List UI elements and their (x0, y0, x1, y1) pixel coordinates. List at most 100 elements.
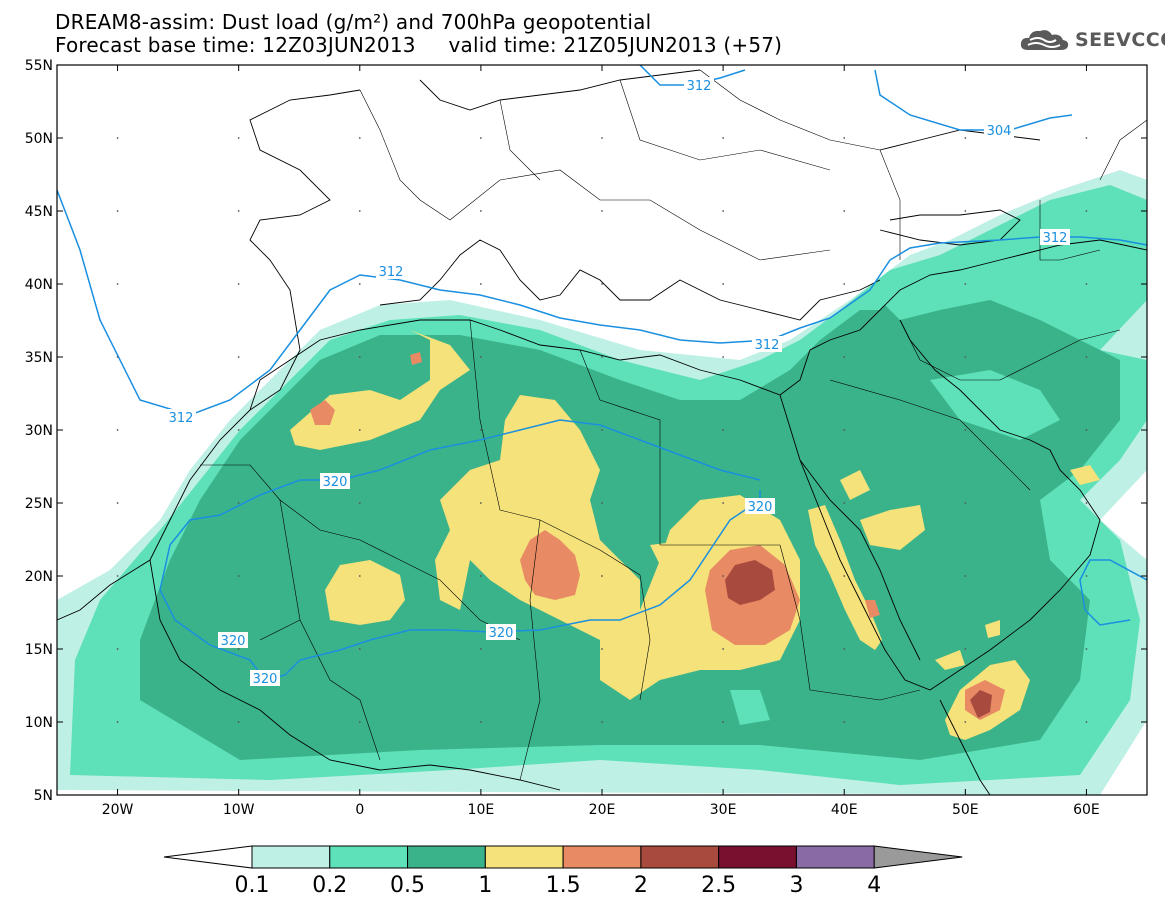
grid-dot (843, 429, 846, 431)
contour-labels: 312 304 312 312 312 312 320 320 320 320 … (166, 77, 1070, 687)
dust-contour-1-5 (520, 530, 580, 600)
latitude-label: 40N (25, 277, 53, 293)
coastlines (57, 69, 1147, 795)
map-subtitle: Forecast base time: 12Z03JUN2013 valid t… (55, 33, 783, 57)
grid-dot (358, 429, 361, 431)
logo-text: SEEVCCC (1075, 29, 1165, 51)
grid-dot (358, 356, 361, 358)
latitude-label: 10N (25, 715, 53, 731)
grid-dot (358, 137, 361, 139)
colorbar-label: 2 (634, 873, 648, 898)
grid-dot (1085, 575, 1088, 577)
colorbar-label: 1 (478, 873, 492, 898)
grid-dot (601, 648, 603, 650)
latitude-label: 55N (25, 58, 53, 74)
grid-dot (237, 429, 240, 431)
contour-label: 320 (253, 672, 278, 687)
seevccc-logo: SEEVCCC (1018, 26, 1165, 54)
grid-dot (843, 210, 846, 212)
colorbar-right-arrow (873, 845, 963, 869)
grid-dot (479, 356, 482, 358)
cloud-logo-icon (1020, 30, 1069, 50)
grid-dot (1085, 721, 1088, 723)
latitude-label: 25N (25, 496, 53, 512)
contour-label: 320 (221, 634, 246, 649)
grid-dot (358, 210, 361, 212)
colorbar-swatch (329, 845, 409, 869)
grid-dot (964, 356, 967, 358)
grid-dot (722, 575, 725, 577)
grid-dot (479, 429, 482, 431)
grid-dot (237, 721, 240, 723)
colorbar-left-arrow (163, 845, 253, 869)
grid-dot (843, 283, 846, 285)
grid-dot (843, 721, 846, 723)
dust-contour-1 (290, 330, 470, 450)
grid-dot (964, 721, 967, 723)
grid-dot (964, 502, 967, 504)
grid-dot (964, 283, 967, 285)
grid-dot (358, 648, 361, 650)
grid-dot (358, 283, 361, 285)
grid-dot (601, 283, 603, 285)
grid-dot (964, 648, 967, 650)
latitude-labels: 55N 50N 45N 40N 35N 30N 25N 20N 15N 10N 5N (25, 58, 1147, 804)
grid-dot (722, 429, 725, 431)
latitude-label: 35N (25, 350, 53, 366)
grid-dot (358, 502, 361, 504)
grid-dot (358, 721, 361, 723)
contour-label: 320 (748, 500, 773, 515)
grid-dot (116, 283, 119, 285)
contour-label: 312 (169, 411, 194, 426)
longitude-label: 10E (468, 802, 495, 818)
grid-dot (479, 283, 482, 285)
grid-dot (843, 575, 846, 577)
grid-dot (964, 210, 967, 212)
grid-dot (237, 283, 240, 285)
latitude-label: 45N (25, 204, 53, 220)
grid-dot (964, 575, 967, 577)
longitude-label: 0 (355, 802, 364, 818)
grid-dot (843, 356, 846, 358)
latitude-label: 50N (25, 131, 53, 147)
grid-dot (722, 721, 725, 723)
grid-dot (843, 648, 846, 650)
grid-dot (843, 502, 846, 504)
longitude-label: 60E (1073, 802, 1100, 818)
grid-dot (601, 721, 603, 723)
grid-dot (722, 356, 725, 358)
contour-label: 312 (1043, 231, 1068, 246)
colorbar-swatch (795, 845, 875, 869)
country-borders (200, 69, 1147, 781)
grid-dot (116, 502, 119, 504)
colorbar-label: 4 (867, 873, 881, 898)
colorbar-label: 2.5 (701, 873, 736, 898)
contour-label: 320 (489, 626, 514, 641)
grid-dot (237, 502, 240, 504)
grid-dot (237, 575, 240, 577)
contour-label: 320 (323, 475, 348, 490)
grid-dot (1085, 429, 1088, 431)
longitude-label: 20E (589, 802, 616, 818)
grid-dot (116, 137, 119, 139)
grid-dot (116, 575, 119, 577)
latitude-label: 30N (25, 423, 53, 439)
grid-dot (479, 721, 482, 723)
colorbar-swatch (251, 845, 331, 869)
grid-dot (116, 648, 119, 650)
grid-dot (479, 648, 482, 650)
grid-dot (601, 429, 603, 431)
grid-dot (843, 137, 846, 139)
grid-dot (1085, 356, 1088, 358)
longitude-label: 40E (831, 802, 858, 818)
grid-dot (479, 137, 482, 139)
grid-dot (722, 283, 725, 285)
contour-label: 312 (755, 338, 780, 353)
grid-dot (237, 210, 240, 212)
grid-dot (116, 429, 119, 431)
grid-dot (1085, 283, 1088, 285)
longitude-label: 30E (710, 802, 737, 818)
grid-dot (479, 502, 482, 504)
grid-dot (964, 429, 967, 431)
latitude-label: 20N (25, 569, 53, 585)
